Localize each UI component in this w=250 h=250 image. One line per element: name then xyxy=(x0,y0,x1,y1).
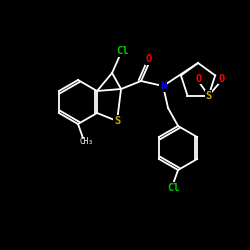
Text: S: S xyxy=(206,90,212,101)
Text: CH₃: CH₃ xyxy=(79,138,93,146)
Text: O: O xyxy=(218,74,225,84)
Text: N: N xyxy=(160,81,166,91)
Text: O: O xyxy=(196,74,202,84)
Text: Cl: Cl xyxy=(167,183,179,193)
Text: S: S xyxy=(114,116,120,126)
Text: O: O xyxy=(146,54,152,64)
Text: Cl: Cl xyxy=(116,46,128,56)
